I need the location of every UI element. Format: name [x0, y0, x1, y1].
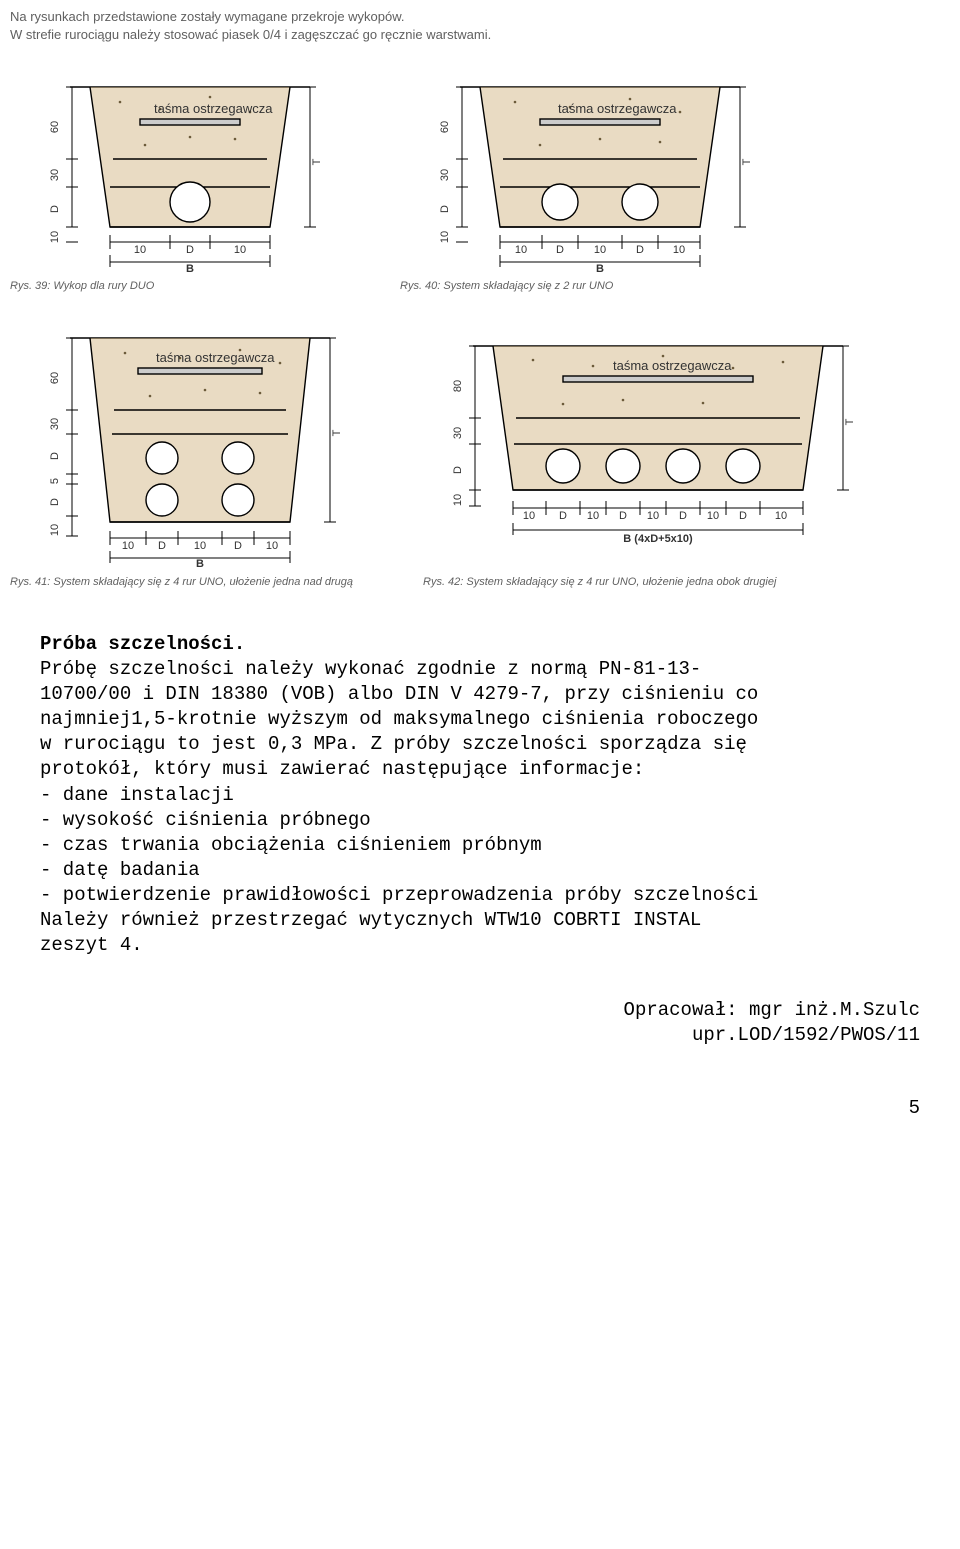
- svg-text:T: T: [311, 158, 323, 165]
- svg-text:30: 30: [49, 169, 61, 181]
- svg-text:30: 30: [49, 418, 61, 430]
- figure-41-svg: taśma ostrzegawcza 60 30 D 5 D 10 T 10 D…: [10, 318, 350, 568]
- svg-text:10: 10: [523, 510, 535, 522]
- author-line-1: Opracował: mgr inż.M.Szulc: [40, 998, 920, 1023]
- svg-text:D: D: [679, 510, 687, 522]
- page-number: 5: [0, 1057, 960, 1139]
- svg-text:10: 10: [587, 510, 599, 522]
- svg-text:B: B: [196, 558, 204, 568]
- section-body: Próbę szczelności należy wykonać zgodnie…: [40, 657, 920, 958]
- svg-text:D: D: [439, 205, 451, 213]
- svg-text:30: 30: [452, 427, 464, 439]
- figure-39: taśma ostrzegawcza 60 30 D 10 T 10 D 10 …: [10, 67, 330, 292]
- section-heading: Próba szczelności.: [40, 632, 920, 657]
- svg-text:60: 60: [49, 372, 61, 384]
- svg-text:D: D: [49, 452, 61, 460]
- svg-text:B: B: [186, 263, 194, 272]
- svg-text:D: D: [559, 510, 567, 522]
- svg-text:T: T: [844, 418, 856, 425]
- svg-text:D: D: [452, 466, 464, 474]
- svg-text:10: 10: [49, 524, 61, 536]
- figure-42-svg: taśma ostrzegawcza 80 30 D 10 T 10 D 10 …: [423, 318, 863, 568]
- author-line-2: upr.LOD/1592/PWOS/11: [40, 1023, 920, 1048]
- svg-text:taśma ostrzegawcza: taśma ostrzegawcza: [613, 358, 732, 373]
- svg-text:10: 10: [452, 494, 464, 506]
- figure-39-svg: taśma ostrzegawcza 60 30 D 10 T 10 D 10 …: [10, 67, 330, 272]
- figure-42-caption: Rys. 42: System składający się z 4 rur U…: [423, 576, 863, 588]
- author-block: Opracował: mgr inż.M.Szulc upr.LOD/1592/…: [0, 968, 960, 1057]
- svg-text:80: 80: [452, 380, 464, 392]
- svg-text:10: 10: [775, 510, 787, 522]
- svg-text:5: 5: [49, 478, 61, 484]
- svg-text:10: 10: [266, 540, 278, 552]
- svg-text:taśma ostrzegawcza: taśma ostrzegawcza: [558, 101, 677, 116]
- svg-text:10: 10: [673, 244, 685, 256]
- text-block: Próba szczelności. Próbę szczelności nal…: [0, 594, 960, 968]
- svg-text:D: D: [186, 244, 194, 256]
- svg-text:D: D: [234, 540, 242, 552]
- figure-40-caption: Rys. 40: System składający się z 2 rur U…: [400, 280, 760, 292]
- figure-row-2: taśma ostrzegawcza 60 30 D 5 D 10 T 10 D…: [0, 298, 960, 594]
- svg-text:10: 10: [439, 231, 451, 243]
- svg-text:10: 10: [647, 510, 659, 522]
- svg-text:10: 10: [134, 244, 146, 256]
- figure-40-svg: taśma ostrzegawcza 60 30 D 10 T 10 D 10 …: [400, 67, 760, 272]
- svg-text:B: B: [596, 263, 604, 272]
- svg-text:10: 10: [594, 244, 606, 256]
- svg-text:T: T: [741, 158, 753, 165]
- svg-text:D: D: [739, 510, 747, 522]
- svg-text:D: D: [49, 498, 61, 506]
- figure-39-caption: Rys. 39: Wykop dla rury DUO: [10, 280, 330, 292]
- svg-text:10: 10: [194, 540, 206, 552]
- svg-text:10: 10: [122, 540, 134, 552]
- svg-text:10: 10: [234, 244, 246, 256]
- figure-41: taśma ostrzegawcza 60 30 D 5 D 10 T 10 D…: [10, 318, 353, 588]
- svg-text:D: D: [556, 244, 564, 256]
- intro-line-1: Na rysunkach przedstawione zostały wymag…: [10, 8, 950, 26]
- svg-text:taśma ostrzegawcza: taśma ostrzegawcza: [156, 350, 275, 365]
- svg-text:10: 10: [515, 244, 527, 256]
- figure-row-1: taśma ostrzegawcza 60 30 D 10 T 10 D 10 …: [0, 47, 960, 298]
- svg-text:D: D: [158, 540, 166, 552]
- svg-text:D: D: [636, 244, 644, 256]
- page: Na rysunkach przedstawione zostały wymag…: [0, 0, 960, 1139]
- svg-text:D: D: [619, 510, 627, 522]
- svg-text:T: T: [331, 429, 343, 436]
- svg-text:30: 30: [439, 169, 451, 181]
- svg-text:B (4xD+5x10): B (4xD+5x10): [623, 533, 693, 545]
- intro-block: Na rysunkach przedstawione zostały wymag…: [0, 0, 960, 47]
- tape-label: taśma ostrzegawcza: [154, 101, 273, 116]
- figure-40: taśma ostrzegawcza 60 30 D 10 T 10 D 10 …: [400, 67, 760, 292]
- svg-text:60: 60: [439, 121, 451, 133]
- svg-text:D: D: [49, 205, 61, 213]
- svg-text:10: 10: [49, 231, 61, 243]
- intro-line-2: W strefie rurociągu należy stosować pias…: [10, 26, 950, 44]
- figure-42: taśma ostrzegawcza 80 30 D 10 T 10 D 10 …: [423, 318, 863, 588]
- svg-text:60: 60: [49, 121, 61, 133]
- figure-41-caption: Rys. 41: System składający się z 4 rur U…: [10, 576, 353, 588]
- svg-text:10: 10: [707, 510, 719, 522]
